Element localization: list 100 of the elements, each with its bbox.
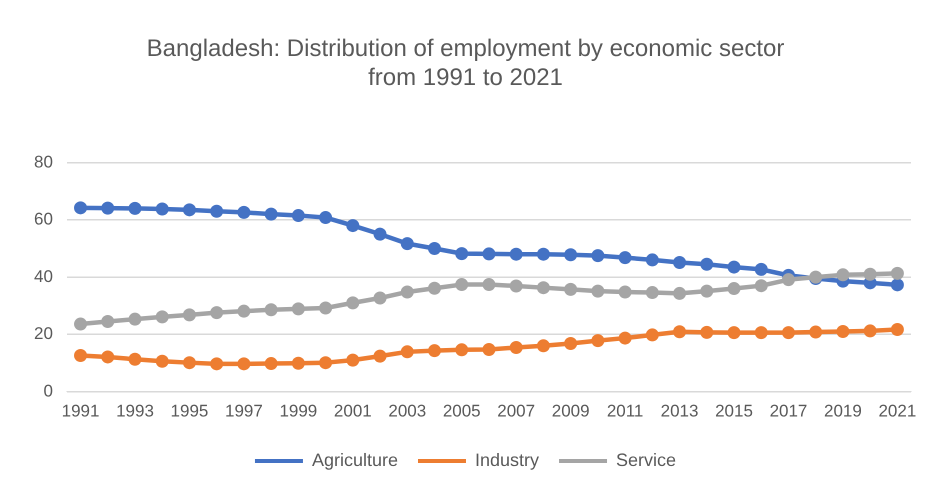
point xyxy=(836,268,850,282)
x-tick-label: 2009 xyxy=(552,401,590,420)
point xyxy=(782,273,795,286)
point xyxy=(890,266,904,280)
point xyxy=(510,279,523,292)
point xyxy=(156,354,169,368)
legend-label: Industry xyxy=(474,450,540,470)
point xyxy=(564,282,578,296)
point xyxy=(673,256,686,269)
point xyxy=(210,357,224,370)
x-tick-label: 1993 xyxy=(116,401,154,420)
point xyxy=(346,354,360,367)
point xyxy=(292,209,305,222)
point xyxy=(292,356,305,370)
point xyxy=(836,324,850,338)
point xyxy=(754,262,768,276)
point xyxy=(782,326,795,340)
x-tick-label: 2005 xyxy=(442,401,481,420)
point xyxy=(482,247,496,260)
point xyxy=(864,268,877,281)
point xyxy=(319,356,332,370)
y-tick-label: 80 xyxy=(34,152,53,172)
point xyxy=(346,219,360,232)
point xyxy=(646,253,659,266)
point xyxy=(482,278,496,292)
x-tick-label: 1995 xyxy=(170,401,208,420)
point xyxy=(890,278,904,292)
x-tick-label: 2003 xyxy=(388,401,426,420)
x-tick-label: 1999 xyxy=(279,401,318,420)
point xyxy=(319,211,332,224)
point xyxy=(264,357,278,370)
point xyxy=(728,326,741,340)
point xyxy=(618,251,632,264)
point xyxy=(510,341,523,354)
y-tick-label: 20 xyxy=(34,324,53,344)
point xyxy=(754,279,768,292)
point xyxy=(292,302,305,316)
point xyxy=(101,314,114,328)
point xyxy=(673,325,686,338)
point xyxy=(346,296,360,310)
point xyxy=(128,202,142,215)
x-tick-label: 2021 xyxy=(878,401,916,420)
point xyxy=(182,203,196,216)
point xyxy=(482,343,496,356)
point xyxy=(182,308,196,322)
point xyxy=(646,286,659,300)
point xyxy=(564,337,578,350)
point xyxy=(591,334,604,348)
x-tick-label: 2019 xyxy=(824,401,862,420)
point xyxy=(210,204,224,218)
point xyxy=(101,202,114,215)
point xyxy=(264,303,278,316)
point xyxy=(237,357,250,370)
point xyxy=(700,326,714,339)
x-tick-label: 2015 xyxy=(715,401,753,420)
point xyxy=(890,322,904,336)
point xyxy=(536,281,550,294)
point xyxy=(700,258,714,271)
point xyxy=(728,282,741,296)
point xyxy=(156,310,169,324)
point xyxy=(618,285,632,298)
point xyxy=(374,291,387,304)
point xyxy=(400,237,414,250)
y-tick-label: 40 xyxy=(34,266,53,286)
point xyxy=(646,328,659,342)
x-tick-label: 1997 xyxy=(224,401,263,420)
point xyxy=(374,350,387,363)
y-tick-label: 0 xyxy=(43,381,53,400)
point xyxy=(74,318,88,331)
point xyxy=(400,345,414,358)
point xyxy=(400,285,414,298)
point xyxy=(319,302,332,315)
chart-title: Bangladesh: Distribution of employment by economic sector from 1991 to 2021 xyxy=(146,35,784,91)
legend-label: Service xyxy=(616,450,676,470)
point xyxy=(700,284,714,298)
x-tick-label: 2001 xyxy=(334,401,372,420)
x-tick-label: 2011 xyxy=(606,401,644,420)
point xyxy=(156,202,169,216)
point xyxy=(101,350,114,364)
point xyxy=(618,332,632,345)
point xyxy=(673,286,686,300)
y-tick-label: 60 xyxy=(34,210,53,229)
point xyxy=(264,208,278,221)
point xyxy=(455,343,468,356)
point xyxy=(428,282,441,295)
point xyxy=(754,326,768,340)
point xyxy=(237,206,250,219)
point xyxy=(74,349,88,362)
point xyxy=(74,201,88,214)
point xyxy=(591,284,604,298)
point xyxy=(182,356,196,370)
point xyxy=(564,248,578,262)
point xyxy=(455,278,468,292)
point xyxy=(374,228,387,241)
point xyxy=(128,352,142,366)
x-tick-label: 2007 xyxy=(497,401,536,420)
x-tick-label: 2017 xyxy=(770,401,808,420)
point xyxy=(510,248,523,261)
point xyxy=(536,339,550,352)
point xyxy=(536,248,550,261)
